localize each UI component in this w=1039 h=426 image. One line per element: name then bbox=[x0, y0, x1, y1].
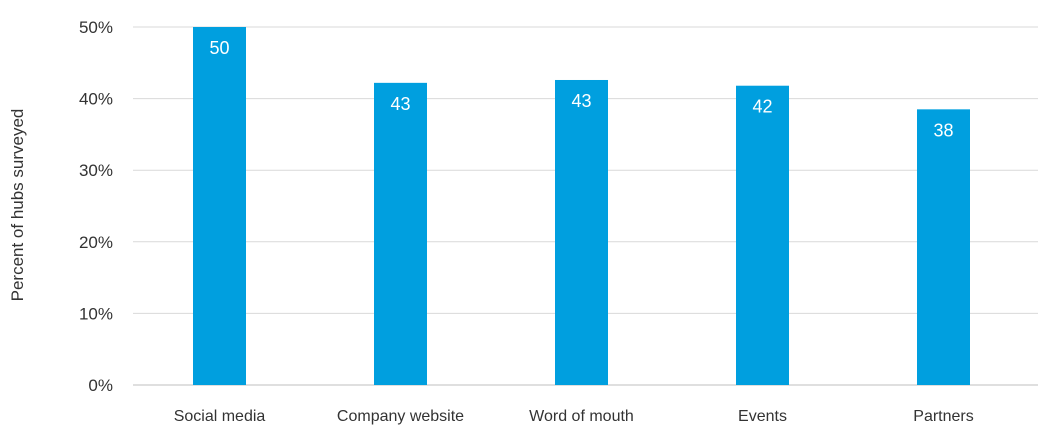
data-label: 38 bbox=[933, 120, 953, 140]
y-tick-label: 30% bbox=[79, 161, 113, 180]
bar bbox=[736, 85, 789, 385]
bar bbox=[193, 27, 246, 385]
y-axis-title: Percent of hubs surveyed bbox=[8, 109, 27, 302]
y-tick-label: 40% bbox=[79, 90, 113, 109]
x-category-label: Word of mouth bbox=[529, 408, 634, 425]
y-tick-label: 50% bbox=[79, 18, 113, 37]
y-axis-ticks: 0% 10% 20% 30% 40% 50% bbox=[79, 18, 113, 395]
data-labels: 50 43 43 42 38 bbox=[209, 38, 953, 140]
data-label: 42 bbox=[752, 97, 772, 117]
x-category-label: Events bbox=[738, 408, 787, 425]
bar bbox=[555, 79, 608, 385]
x-category-label: Partners bbox=[913, 408, 973, 425]
bar bbox=[917, 109, 970, 385]
bars bbox=[193, 27, 970, 386]
x-axis-categories: Social media Company website Word of mouth… bbox=[174, 408, 974, 425]
y-tick-label: 20% bbox=[79, 233, 113, 252]
x-category-label: Social media bbox=[174, 408, 266, 425]
x-category-label: Company website bbox=[337, 408, 464, 425]
y-tick-label: 10% bbox=[79, 304, 113, 323]
data-label: 43 bbox=[390, 94, 410, 114]
y-tick-label: 0% bbox=[88, 376, 113, 395]
data-label: 43 bbox=[571, 91, 591, 111]
data-label: 50 bbox=[209, 38, 229, 58]
bar bbox=[374, 82, 427, 386]
